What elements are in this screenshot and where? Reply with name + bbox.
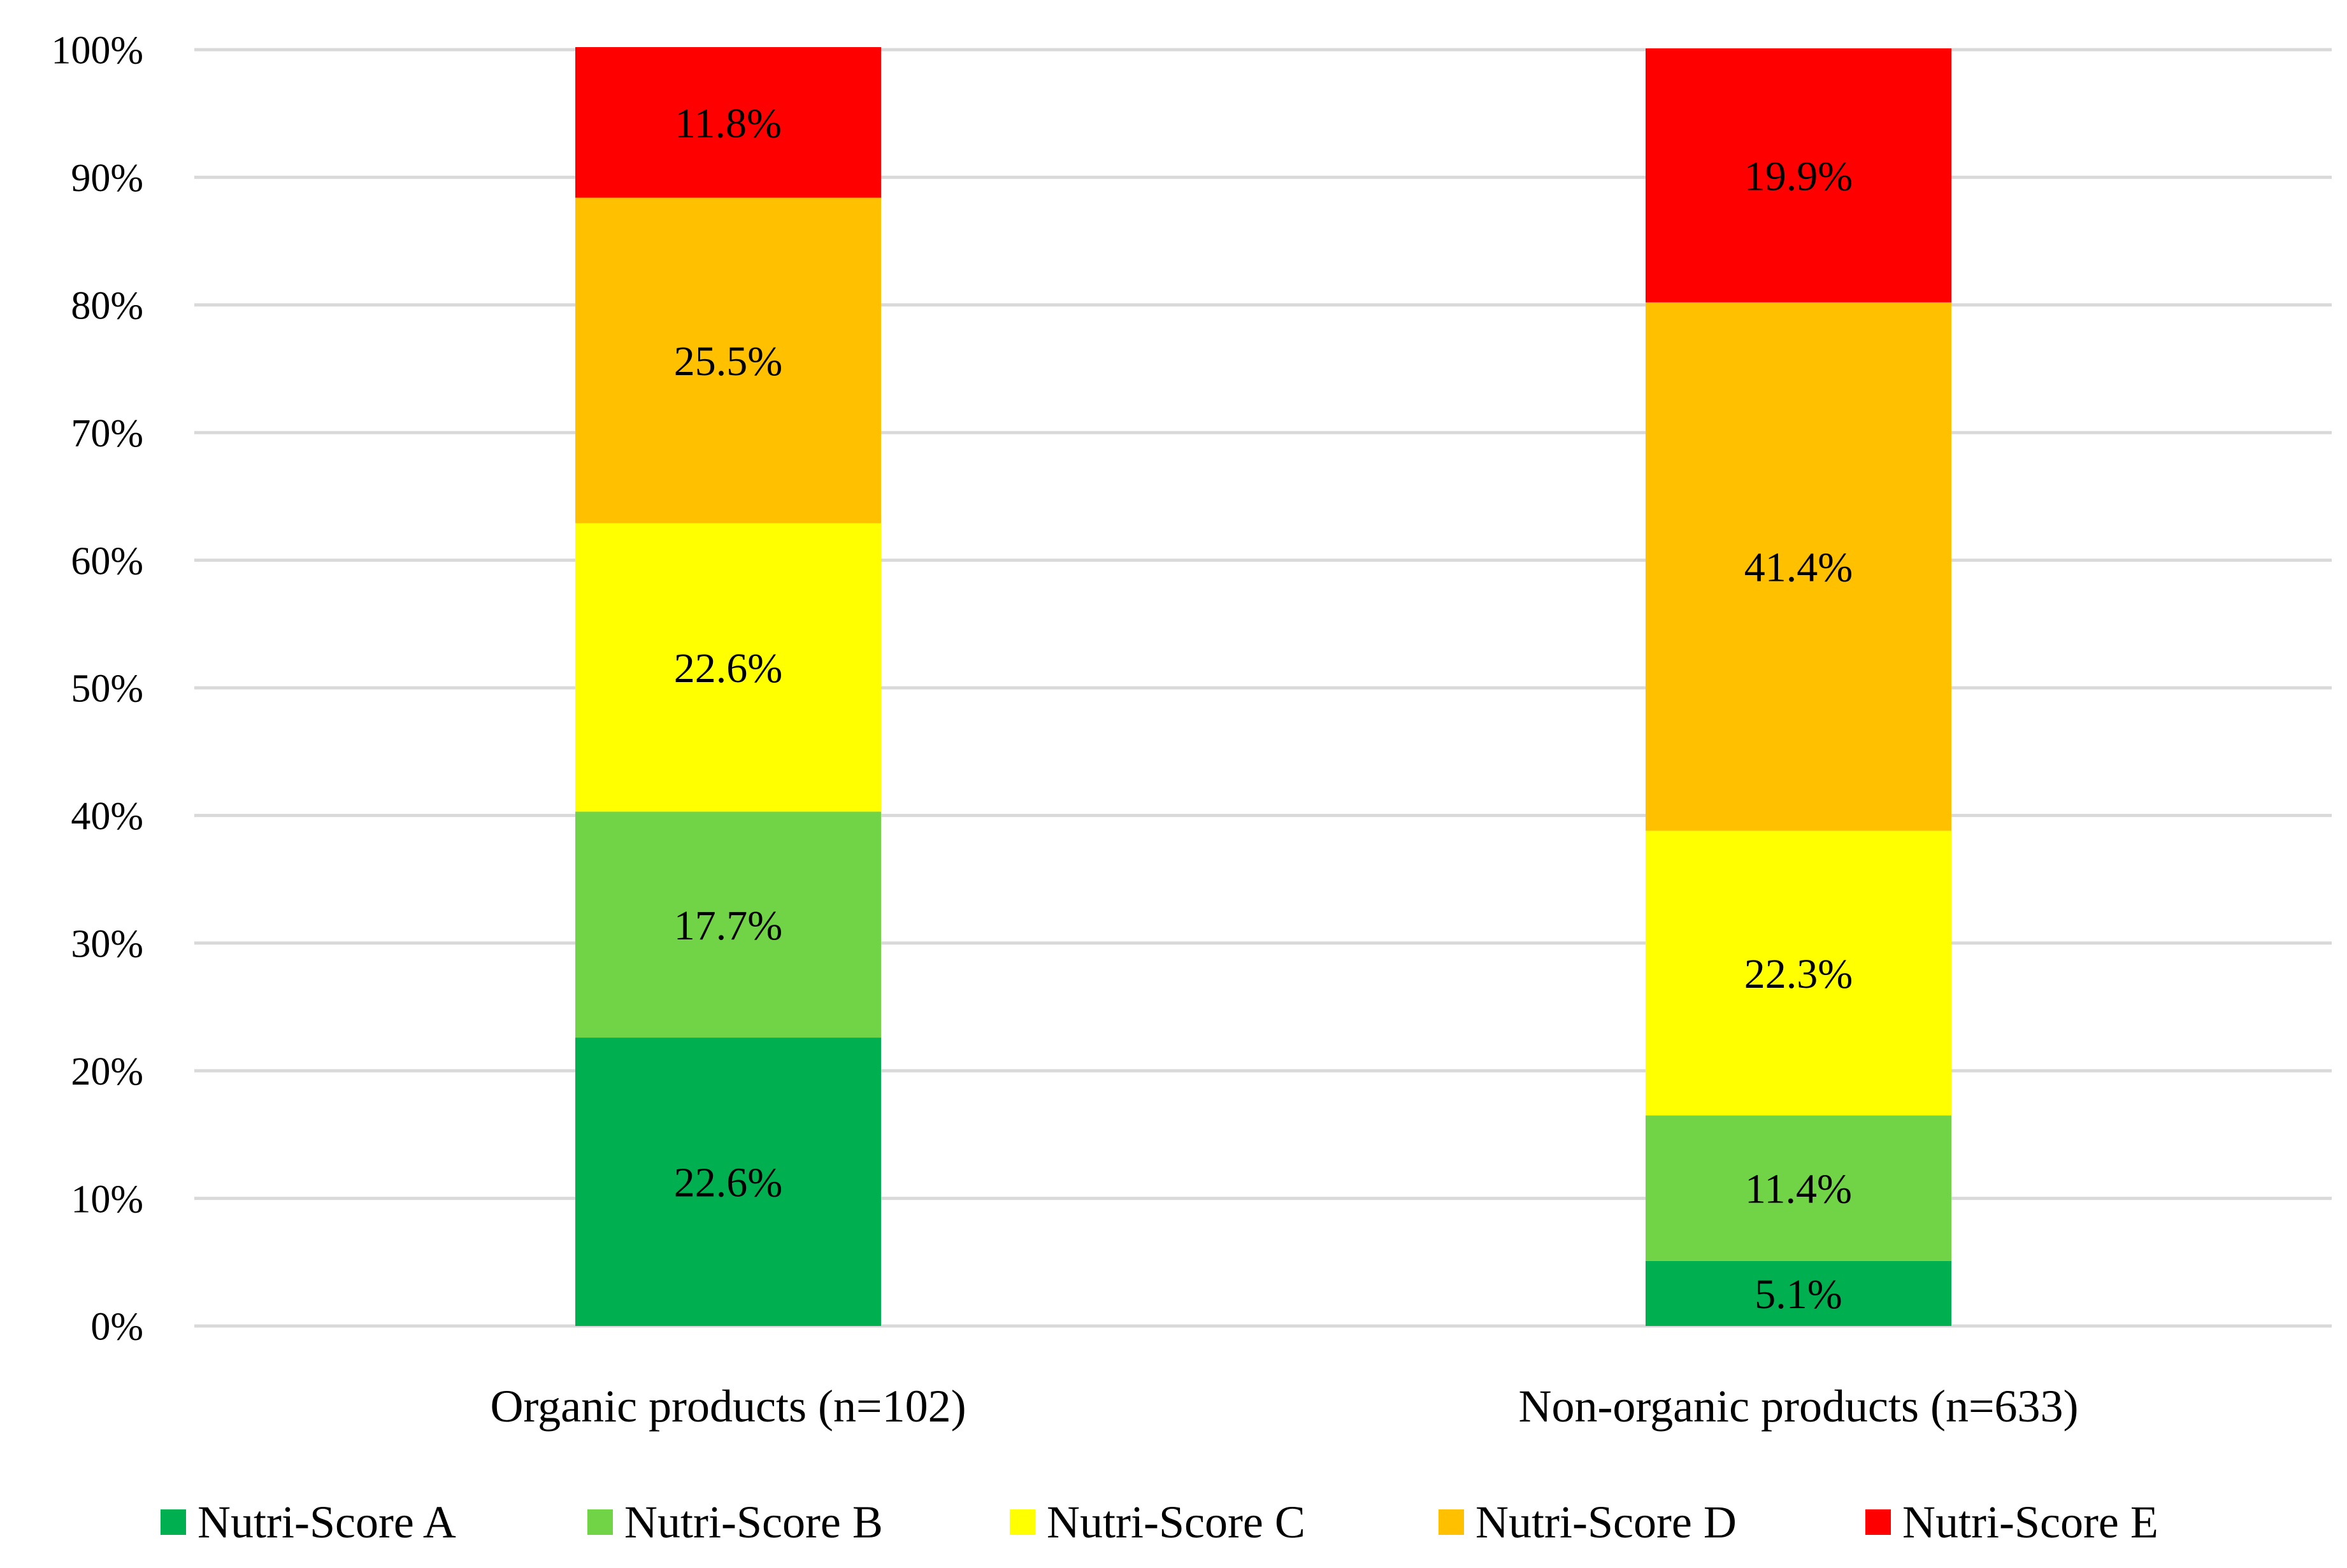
- bar-segment-nutri-score-d: [575, 197, 881, 524]
- bar-segment-nutri-score-a: [1646, 1260, 1951, 1326]
- y-tick-label: 40%: [71, 795, 143, 838]
- legend-item: Nutri-Score E: [1865, 1497, 2158, 1548]
- legend-item: Nutri-Score C: [1010, 1497, 1305, 1548]
- data-label: 22.6%: [674, 1160, 782, 1206]
- y-axis-ticks: 0% 10% 20% 30% 40% 50% 60% 70% 80% 90% 100%: [51, 29, 143, 1349]
- legend-item: Nutri-Score A: [161, 1497, 456, 1548]
- legend-label: Nutri-Score D: [1475, 1497, 1737, 1548]
- legend-label: Nutri-Score B: [624, 1497, 883, 1548]
- legend-swatch: [1439, 1509, 1464, 1535]
- gridlines: [194, 48, 2332, 1328]
- legend-swatch: [161, 1509, 186, 1535]
- data-label: 11.8%: [675, 100, 782, 146]
- bar-segment-nutri-score-d: [1646, 302, 1951, 831]
- legend-item: Nutri-Score B: [587, 1497, 883, 1548]
- bar-segment-nutri-score-e: [575, 46, 881, 198]
- y-tick-label: 100%: [51, 29, 143, 73]
- y-tick-label: 20%: [71, 1050, 143, 1094]
- legend-label: Nutri-Score C: [1047, 1497, 1305, 1548]
- bar-segment-nutri-score-e: [1646, 48, 1951, 303]
- data-label: 11.4%: [1745, 1166, 1852, 1213]
- legend: Nutri-Score A Nutri-Score B Nutri-Score C N…: [161, 1497, 2158, 1548]
- data-label: 17.7%: [674, 902, 782, 949]
- y-tick-label: 60%: [71, 539, 143, 583]
- legend-item: Nutri-Score D: [1439, 1497, 1737, 1548]
- legend-label: Nutri-Score A: [197, 1497, 456, 1548]
- data-label: 5.1%: [1755, 1271, 1842, 1318]
- data-label: 41.4%: [1744, 545, 1853, 591]
- data-label: 19.9%: [1744, 153, 1853, 199]
- legend-swatch: [587, 1509, 613, 1535]
- legend-swatch: [1865, 1509, 1891, 1535]
- y-tick-label: 50%: [71, 667, 143, 711]
- y-tick-label: 0%: [90, 1306, 143, 1349]
- x-category-label: Non-organic products (n=633): [1518, 1381, 2078, 1432]
- bar-segment-nutri-score-a: [575, 1037, 881, 1326]
- data-label: 25.5%: [674, 338, 782, 385]
- y-tick-label: 80%: [71, 285, 143, 328]
- data-label: 22.3%: [1744, 951, 1853, 997]
- y-tick-label: 10%: [71, 1178, 143, 1221]
- y-tick-label: 30%: [71, 923, 143, 966]
- y-tick-label: 70%: [71, 412, 143, 455]
- legend-label: Nutri-Score E: [1902, 1497, 2158, 1548]
- legend-swatch: [1010, 1509, 1035, 1535]
- bar-segment-nutri-score-b: [1646, 1115, 1951, 1261]
- bar-segment-nutri-score-c: [575, 523, 881, 812]
- bars: [575, 46, 1951, 1326]
- x-axis-ticks: Organic products (n=102) Non-organic prod…: [490, 1381, 2078, 1432]
- data-labels: 22.6% 17.7% 22.6% 25.5% 11.8% 5.1% 11.4% 22.3% 4…: [674, 100, 1853, 1318]
- bar-segment-nutri-score-c: [1646, 830, 1951, 1116]
- y-tick-label: 90%: [71, 157, 143, 200]
- x-category-label: Organic products (n=102): [490, 1381, 966, 1432]
- data-label: 22.6%: [674, 645, 782, 692]
- bar-segment-nutri-score-b: [575, 811, 881, 1038]
